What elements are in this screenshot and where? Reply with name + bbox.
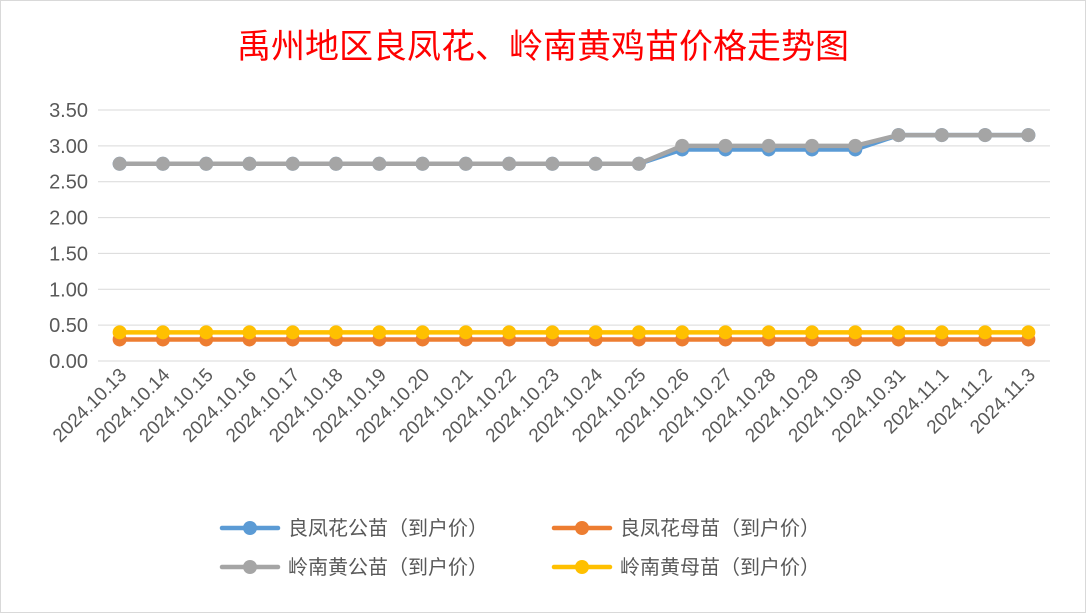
y-tick-label: 3.50	[49, 100, 88, 122]
legend-swatch-marker	[243, 521, 257, 535]
data-point	[329, 156, 343, 171]
data-point	[502, 156, 517, 171]
y-tick-label: 3.00	[49, 136, 88, 158]
data-point	[631, 156, 646, 171]
y-tick-label: 2.50	[49, 172, 88, 194]
data-point	[761, 325, 776, 340]
data-point	[588, 156, 603, 171]
data-point	[242, 325, 257, 340]
gridlines	[98, 109, 1050, 362]
data-point	[415, 325, 430, 340]
legend-swatch-marker	[575, 521, 589, 535]
data-point	[718, 138, 733, 153]
data-point	[285, 156, 300, 171]
chart-title: 禹州地区良凤花、岭南黄鸡苗价格走势图	[237, 27, 849, 67]
legend-item: 良凤花母苗（到户价）	[551, 516, 820, 540]
y-tick-label: 0.50	[49, 315, 88, 337]
data-point	[458, 325, 473, 340]
data-point	[934, 325, 949, 340]
series-lines	[112, 128, 1036, 347]
legend-label: 良凤花母苗（到户价）	[620, 516, 820, 540]
data-point	[285, 325, 300, 340]
legend: 良凤花公苗（到户价） 良凤花母苗（到户价） 岭南黄公苗（到户价） 岭南黄母苗（到户价）	[219, 516, 820, 579]
data-point	[458, 156, 473, 171]
data-point	[718, 325, 733, 340]
data-point	[805, 325, 819, 340]
data-point	[329, 325, 343, 340]
data-point	[978, 325, 993, 340]
legend-item: 岭南黄公苗（到户价）	[219, 555, 488, 579]
data-point	[848, 325, 863, 340]
data-point	[891, 325, 906, 340]
legend-swatch-marker	[243, 560, 257, 574]
y-tick-label: 1.00	[49, 279, 88, 301]
data-point	[1021, 128, 1036, 143]
data-point	[372, 325, 387, 340]
legend-item: 良凤花公苗（到户价）	[219, 516, 488, 540]
data-point	[978, 128, 993, 143]
data-point	[372, 156, 387, 171]
data-point	[934, 128, 949, 143]
data-point	[502, 325, 517, 340]
data-point	[199, 325, 214, 340]
y-tick-label: 0.00	[49, 351, 88, 373]
series-line	[117, 132, 1031, 167]
data-point	[415, 156, 430, 171]
data-point	[112, 156, 127, 171]
legend-swatch-marker	[575, 560, 589, 574]
data-point	[112, 325, 127, 340]
series-3	[112, 325, 1036, 340]
legend-label: 岭南黄公苗（到户价）	[288, 555, 488, 579]
data-point	[155, 156, 170, 171]
data-point	[545, 325, 560, 340]
legend-label: 岭南黄母苗（到户价）	[620, 555, 820, 579]
data-point	[891, 128, 906, 143]
series-line	[117, 132, 1031, 167]
y-axis-ticks: 0.00 0.50 1.00 1.50 2.00 2.50 3.00 3.50	[49, 100, 88, 373]
data-point	[588, 325, 603, 340]
data-point	[675, 138, 690, 153]
data-point	[631, 325, 646, 340]
data-point	[1021, 325, 1036, 340]
series-2	[112, 128, 1036, 171]
x-axis-ticks: 2024.10.132024.10.142024.10.152024.10.16…	[49, 364, 1040, 446]
data-point	[761, 138, 776, 153]
data-point	[545, 156, 560, 171]
data-point	[155, 325, 170, 340]
data-point	[242, 156, 257, 171]
y-tick-label: 1.50	[49, 243, 88, 265]
data-point	[805, 138, 819, 153]
y-tick-label: 2.00	[49, 208, 88, 230]
data-point	[848, 138, 863, 153]
data-point	[199, 156, 214, 171]
legend-item: 岭南黄母苗（到户价）	[551, 555, 820, 579]
legend-label: 良凤花公苗（到户价）	[288, 516, 488, 540]
data-point	[675, 325, 690, 340]
